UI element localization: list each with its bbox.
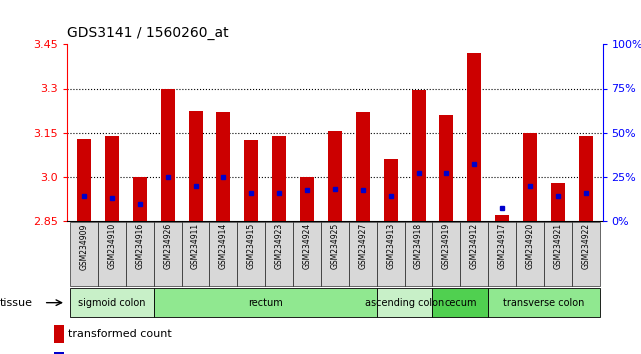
Text: cecum: cecum [444, 298, 477, 308]
Bar [154, 288, 377, 317]
Text: GSM234919: GSM234919 [442, 223, 451, 269]
Text: GSM234916: GSM234916 [135, 223, 144, 269]
Bar [272, 136, 286, 221]
Bar [210, 222, 237, 286]
Bar [54, 325, 64, 343]
Bar [54, 352, 64, 354]
Bar [161, 88, 174, 221]
Bar [377, 288, 433, 317]
Text: GSM234927: GSM234927 [358, 223, 367, 269]
Text: GSM234913: GSM234913 [386, 223, 395, 269]
Bar [488, 288, 600, 317]
Text: GSM234921: GSM234921 [553, 223, 562, 269]
Bar [356, 112, 370, 221]
Text: GSM234912: GSM234912 [470, 223, 479, 269]
Text: GSM234924: GSM234924 [303, 223, 312, 269]
Bar [460, 222, 488, 286]
Bar [70, 288, 154, 317]
Bar [70, 222, 98, 286]
Text: GSM234910: GSM234910 [108, 223, 117, 269]
Bar [433, 222, 460, 286]
Bar [328, 131, 342, 221]
Bar [544, 222, 572, 286]
Text: GSM234911: GSM234911 [191, 223, 200, 269]
Text: GSM234920: GSM234920 [526, 223, 535, 269]
Bar [440, 115, 453, 221]
Bar [433, 288, 488, 317]
Bar [349, 222, 377, 286]
Bar [77, 139, 91, 221]
Text: GSM234918: GSM234918 [414, 223, 423, 269]
Bar [154, 222, 181, 286]
Bar [412, 90, 426, 221]
Text: GSM234926: GSM234926 [163, 223, 172, 269]
Bar [133, 177, 147, 221]
Bar [384, 159, 397, 221]
Bar [377, 222, 404, 286]
Bar [579, 136, 593, 221]
Bar [321, 222, 349, 286]
Bar [495, 215, 509, 221]
Bar [572, 222, 600, 286]
Text: GSM234914: GSM234914 [219, 223, 228, 269]
Bar [217, 112, 230, 221]
Text: transformed count: transformed count [68, 329, 172, 339]
Bar [293, 222, 321, 286]
Text: sigmoid colon: sigmoid colon [78, 298, 146, 308]
Text: GSM234915: GSM234915 [247, 223, 256, 269]
Bar [300, 177, 314, 221]
Bar [181, 222, 210, 286]
Text: GSM234917: GSM234917 [497, 223, 506, 269]
Bar [188, 110, 203, 221]
Text: rectum: rectum [248, 298, 283, 308]
Bar [516, 222, 544, 286]
Text: tissue: tissue [0, 298, 33, 308]
Bar [126, 222, 154, 286]
Text: GDS3141 / 1560260_at: GDS3141 / 1560260_at [67, 27, 229, 40]
Text: ascending colon: ascending colon [365, 298, 444, 308]
Text: GSM234922: GSM234922 [581, 223, 590, 269]
Bar [244, 140, 258, 221]
Bar [523, 133, 537, 221]
Bar [404, 222, 433, 286]
Text: GSM234925: GSM234925 [330, 223, 340, 269]
Text: GSM234923: GSM234923 [275, 223, 284, 269]
Bar [488, 222, 516, 286]
Text: GSM234909: GSM234909 [79, 223, 88, 270]
Bar [467, 53, 481, 221]
Bar [265, 222, 293, 286]
Bar [551, 183, 565, 221]
Bar [105, 136, 119, 221]
Bar [237, 222, 265, 286]
Bar [98, 222, 126, 286]
Text: transverse colon: transverse colon [503, 298, 585, 308]
